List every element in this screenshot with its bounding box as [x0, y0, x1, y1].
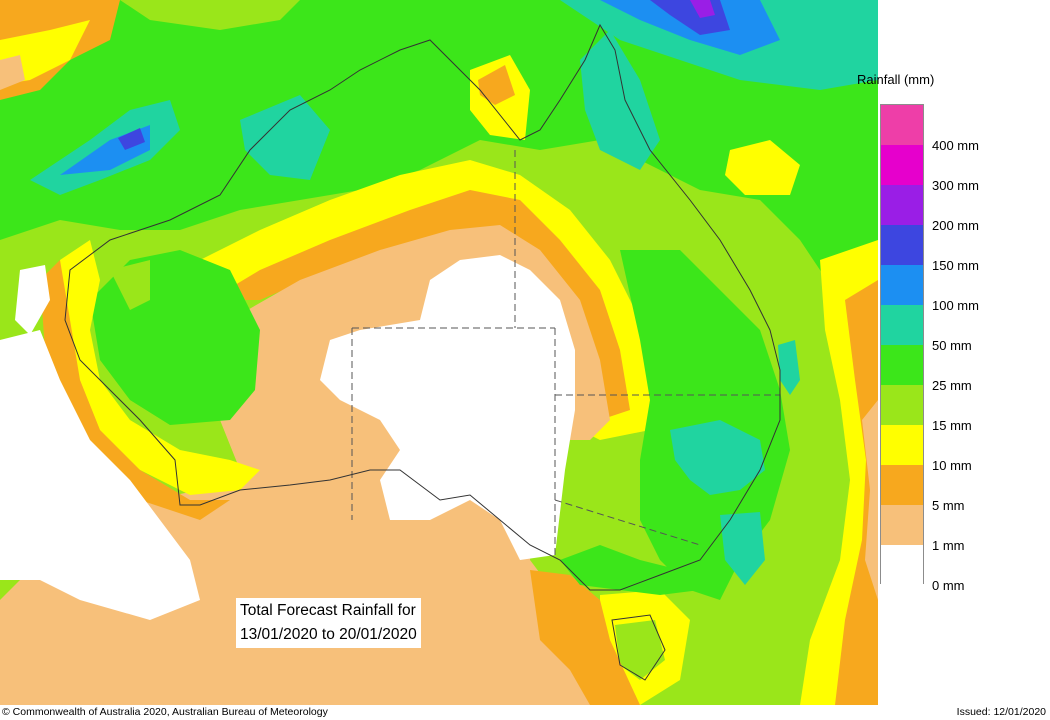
- region-50mm-tasman: [720, 512, 765, 585]
- legend-swatch: [881, 345, 923, 385]
- state-borders: [351, 150, 780, 555]
- region-0mm-west: [0, 330, 200, 620]
- legend-label: 200 mm: [932, 218, 979, 233]
- legend-swatch: [881, 505, 923, 545]
- region-15mm-top: [120, 0, 300, 30]
- legend-label: 400 mm: [932, 138, 979, 153]
- region-10mm-wa-coast: [60, 240, 260, 495]
- region-0mm-central: [320, 255, 575, 560]
- legend-swatch: [881, 265, 923, 305]
- legend-swatch: [881, 145, 923, 185]
- forecast-title: Total Forecast Rainfall for: [240, 602, 416, 619]
- legend-label: 25 mm: [932, 378, 972, 393]
- legend-swatch: [881, 465, 923, 505]
- region-50mm-qld-coast: [778, 340, 800, 395]
- legend-swatch: [881, 185, 923, 225]
- legend-label: 50 mm: [932, 338, 972, 353]
- region-200mm-coral-sea: [690, 0, 715, 18]
- legend-swatch: [881, 425, 923, 465]
- region-10mm-ne-ocean: [725, 140, 800, 195]
- coastline-mainland: [64, 23, 781, 591]
- coastline-tasmania: [611, 614, 666, 681]
- region-50mm-top-end: [240, 95, 330, 180]
- legend-swatch: [881, 305, 923, 345]
- legend-label-zero: 0 mm: [932, 578, 965, 593]
- region-0mm-wa-small: [15, 265, 50, 335]
- legend-label: 1 mm: [932, 538, 965, 553]
- region-25mm-victoria: [560, 545, 700, 595]
- region-50mm-cape-york: [580, 30, 660, 170]
- region-50mm-nsw: [670, 420, 765, 495]
- legend-title: Rainfall (mm): [857, 72, 935, 87]
- region-15mm-wa: [110, 260, 150, 310]
- legend-label: 150 mm: [932, 258, 979, 273]
- legend-label: 100 mm: [932, 298, 979, 313]
- legend-swatch: [881, 225, 923, 265]
- rainfall-map: [0, 0, 878, 705]
- forecast-date-range: 13/01/2020 to 20/01/2020: [240, 626, 417, 643]
- region-1mm-nw: [0, 55, 25, 90]
- region-25mm-north: [0, 0, 878, 300]
- rainfall-map-canvas: [0, 0, 878, 705]
- legend-label: 10 mm: [932, 458, 972, 473]
- issued-date: Issued: 12/01/2020: [956, 706, 1046, 718]
- copyright-notice: © Commonwealth of Australia 2020, Austra…: [2, 706, 328, 718]
- region-5mm-east-ocean: [835, 280, 878, 705]
- region-150mm-nw-ocean: [118, 128, 145, 150]
- region-5mm-southern-ocean: [530, 570, 640, 705]
- legend-label: 15 mm: [932, 418, 972, 433]
- region-1mm-east-ocean: [862, 400, 878, 600]
- legend-swatch: [881, 545, 923, 585]
- legend-swatch: [881, 385, 923, 425]
- legend-label: 5 mm: [932, 498, 965, 513]
- legend-color-bar: [880, 104, 924, 585]
- forecast-caption: Total Forecast Rainfall for 13/01/2020 t…: [236, 598, 421, 648]
- legend-swatch: [881, 105, 923, 145]
- region-5mm-gulf: [478, 65, 515, 105]
- legend-label: 300 mm: [932, 178, 979, 193]
- region-15mm-tasmania: [615, 620, 665, 680]
